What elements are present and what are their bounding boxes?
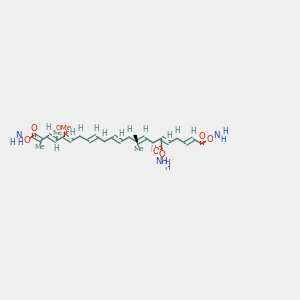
Text: Me: Me [133,146,144,152]
Text: N: N [213,131,220,140]
Text: O: O [153,147,159,156]
Text: O: O [158,150,165,159]
Text: NH: NH [155,158,168,166]
Text: N: N [15,131,22,140]
Text: H: H [142,125,148,134]
Text: H: H [150,146,156,154]
Text: H: H [164,163,170,172]
Text: H: H [101,129,107,138]
Text: Me: Me [52,130,63,136]
Text: NH: NH [155,158,168,166]
Text: H: H [17,138,23,147]
Text: H: H [126,125,132,134]
Polygon shape [134,136,137,142]
Text: H: H [69,128,75,137]
Text: H: H [94,124,100,133]
Text: *: * [64,130,68,140]
Text: O: O [198,132,205,141]
Text: O: O [23,136,30,145]
Text: H: H [220,135,226,144]
Text: O: O [206,135,213,144]
Text: H: H [222,127,228,136]
Text: H: H [46,123,52,132]
Text: H: H [53,144,59,153]
Text: H: H [190,127,196,136]
Text: H: H [166,130,172,140]
Text: H: H [77,124,83,133]
Text: H: H [10,138,16,147]
Text: OMe: OMe [56,125,72,131]
Text: Me: Me [34,144,45,150]
Text: H: H [174,126,180,135]
Text: O: O [30,124,37,133]
Text: H: H [118,129,124,138]
Text: H: H [165,159,170,165]
